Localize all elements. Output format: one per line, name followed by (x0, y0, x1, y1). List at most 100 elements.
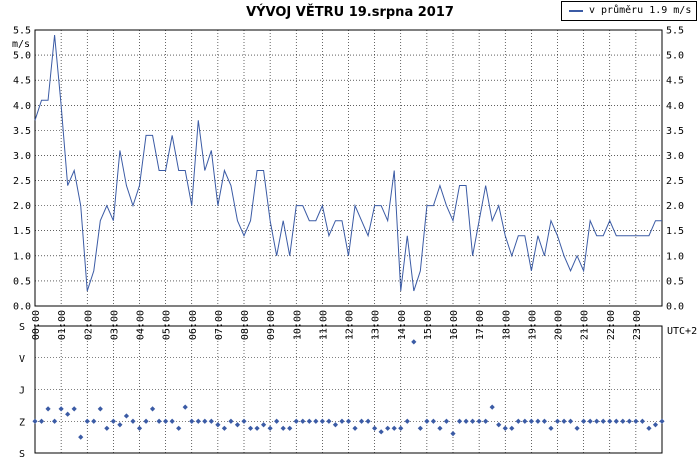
direction-point (659, 418, 665, 424)
x-tick-label: 14:00 (397, 310, 408, 340)
direction-point (234, 422, 241, 428)
direction-point (515, 418, 521, 424)
direction-point (463, 418, 469, 424)
direction-point (313, 418, 319, 424)
direction-point (339, 418, 345, 424)
y-tick-label: 1.5 (666, 226, 684, 237)
x-tick-label: 10:00 (292, 310, 303, 340)
direction-point (509, 425, 515, 431)
direction-point (581, 418, 587, 424)
direction-point (195, 418, 201, 424)
y-tick-label: 4.0 (13, 101, 31, 112)
x-tick-label: 07:00 (214, 310, 225, 340)
direction-point (620, 418, 626, 424)
direction-frame (34, 325, 663, 454)
x-tick-label: 23:00 (632, 310, 643, 340)
y-tick-label: 3.0 (666, 151, 684, 162)
y-tick-label: 5.5 (13, 26, 31, 37)
direction-point (528, 418, 534, 424)
direction-point (58, 406, 64, 412)
x-tick-label: 03:00 (109, 310, 120, 340)
direction-point (489, 404, 495, 410)
direction-y-axis: S V J Z S (19, 322, 25, 460)
direction-grid (34, 325, 663, 454)
direction-point (274, 418, 280, 424)
direction-point (241, 418, 247, 424)
direction-point (110, 418, 116, 424)
direction-point (32, 418, 38, 424)
direction-point (84, 418, 90, 424)
direction-point (594, 418, 600, 424)
direction-point (260, 422, 267, 428)
y-tick-label: 0.5 (13, 276, 31, 287)
x-tick-label: 17:00 (475, 310, 486, 340)
x-tick-label: 09:00 (266, 310, 277, 340)
x-tick-label: 18:00 (501, 310, 512, 340)
direction-point (202, 418, 208, 424)
direction-point (267, 425, 273, 431)
y-tick-label: 2.0 (666, 201, 684, 212)
direction-point (633, 418, 639, 424)
speed-frame (34, 29, 663, 307)
direction-point (548, 425, 554, 431)
direction-point (372, 425, 378, 431)
direction-point (567, 418, 574, 424)
direction-point (496, 422, 502, 428)
direction-point (378, 429, 384, 435)
x-tick-label: 06:00 (188, 310, 199, 340)
direction-point (143, 418, 149, 424)
x-tick-label: 00:00 (31, 310, 42, 340)
direction-point (117, 422, 123, 428)
direction-point (208, 418, 214, 424)
y-tick-label: 4.0 (666, 101, 684, 112)
direction-point (443, 418, 450, 424)
direction-point (293, 418, 299, 424)
direction-point (345, 418, 352, 424)
speed-y-axis-left: 0.0 0.5 1.0 1.5 2.0 2.5 3.0 3.5 4.0 4.5 5.0 5.5 (13, 26, 31, 313)
direction-series (32, 339, 665, 440)
x-tick-label: 04:00 (136, 310, 147, 340)
y-tick-label: 2.5 (13, 176, 31, 187)
direction-point (450, 430, 456, 437)
direction-point (78, 434, 84, 440)
direction-point (522, 418, 528, 424)
direction-point (65, 411, 71, 417)
direction-point (149, 406, 156, 412)
x-tick-label: 05:00 (162, 310, 173, 340)
speed-y-axis-right: 0.0 0.5 1.0 1.5 2.0 2.5 3.0 3.5 4.0 4.5 5.0 5.5 (666, 26, 684, 313)
direction-point (71, 406, 77, 412)
direction-point (300, 418, 306, 424)
speed-unit-label: m/s (12, 39, 30, 50)
direction-point (535, 418, 541, 424)
direction-tick-label: J (19, 386, 25, 397)
x-tick-label: 13:00 (371, 310, 382, 340)
direction-point (652, 422, 659, 428)
direction-point (287, 425, 293, 431)
direction-plot-frame (34, 325, 663, 454)
y-tick-label: 1.0 (13, 251, 31, 262)
y-tick-label: 3.0 (13, 151, 31, 162)
direction-point (411, 339, 417, 345)
direction-point (38, 418, 45, 424)
direction-point (456, 418, 463, 424)
legend-swatch (569, 10, 583, 12)
direction-point (136, 425, 143, 431)
direction-point (600, 418, 606, 424)
x-tick-label: 21:00 (580, 310, 591, 340)
direction-point (404, 418, 410, 424)
direction-point (156, 418, 162, 424)
direction-point (358, 418, 365, 424)
direction-point (228, 418, 234, 424)
y-tick-label: 2.0 (13, 201, 31, 212)
direction-point (424, 418, 430, 424)
direction-tick-label: S (19, 322, 25, 333)
direction-point (391, 425, 397, 431)
direction-point (306, 418, 312, 424)
direction-point (254, 425, 260, 431)
direction-point (561, 418, 567, 424)
direction-point (607, 418, 613, 424)
direction-point (319, 418, 325, 424)
y-tick-label: 0.0 (666, 302, 684, 313)
x-tick-label: 11:00 (318, 310, 329, 340)
direction-tick-label: V (19, 354, 25, 365)
